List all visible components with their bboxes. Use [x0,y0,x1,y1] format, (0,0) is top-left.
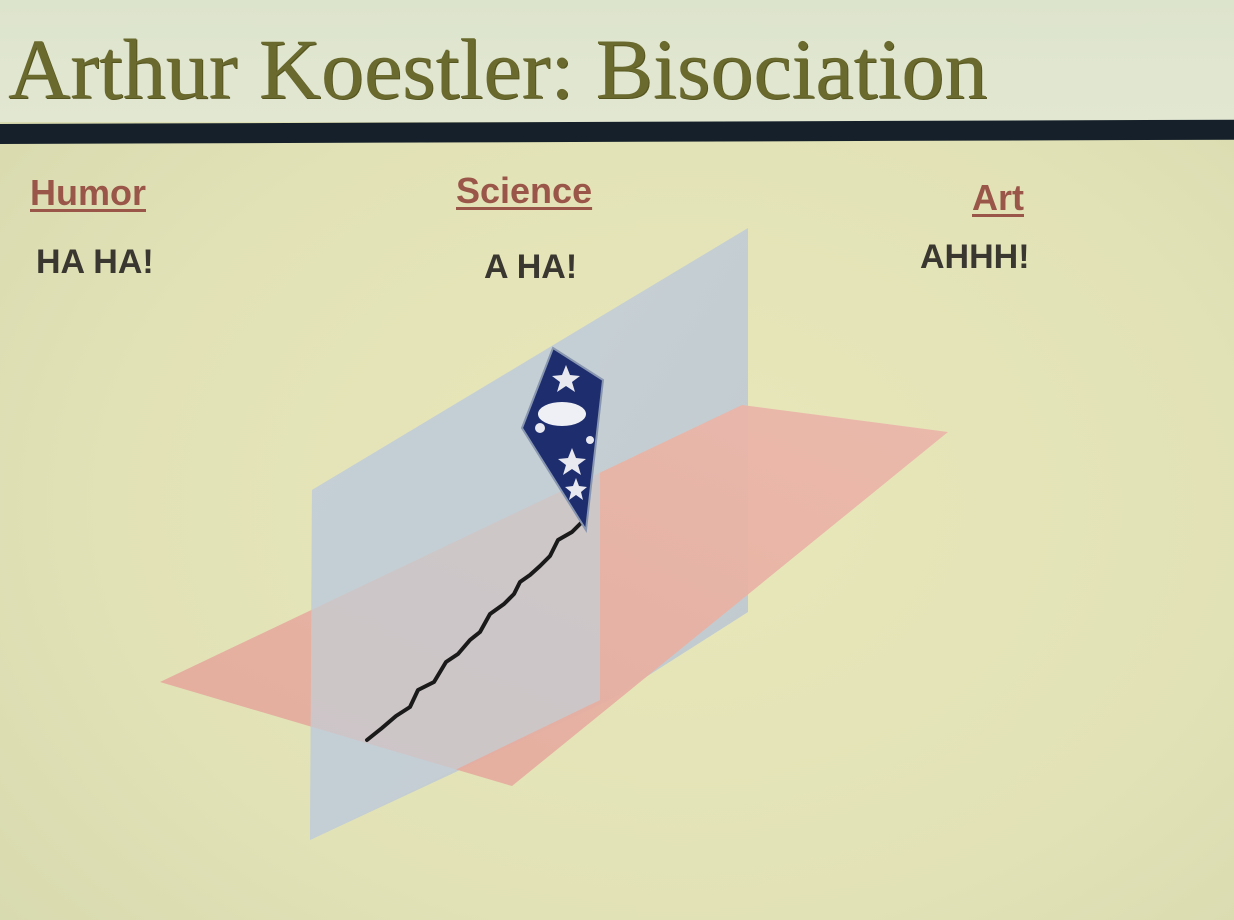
kite-star-icon [558,448,586,475]
heading-art: Art [972,177,1024,218]
heading-science: Science [456,170,593,211]
exclamation-art: AHHH! [920,238,1030,276]
heading-humor: Humor [30,172,146,213]
kite-string [365,520,584,742]
exclamation-science: A HA! [484,248,578,286]
exclamation-humor: HA HA! [36,243,154,281]
kite-star-icon [565,478,587,500]
kite-star-icon [552,365,580,392]
vertical-plane-front [310,318,600,840]
slide-title: Arthur Koestler: Bisociation [8,21,988,117]
kite-dot-icon [535,423,545,433]
title-band [0,0,1234,122]
kite-dot-icon [586,436,594,444]
kite [520,346,605,533]
kite-center-icon [538,402,586,426]
kite-body [522,348,603,530]
kite-edge [520,346,605,533]
